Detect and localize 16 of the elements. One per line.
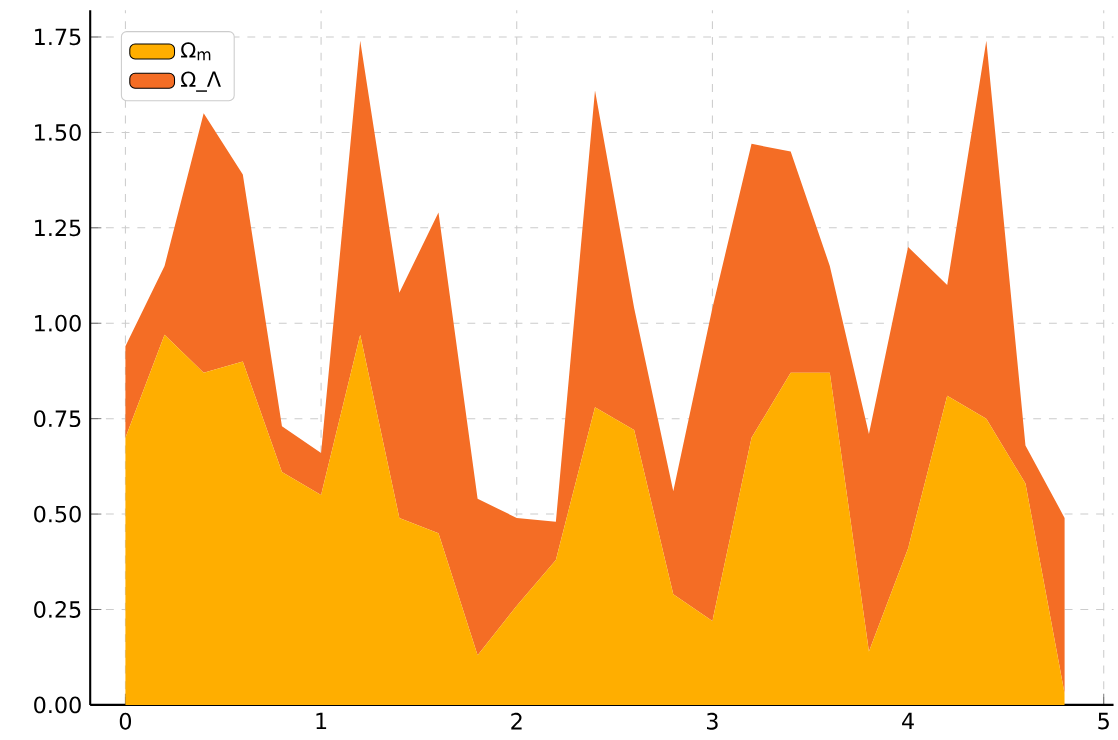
- y-tick-label: 1.00: [35, 314, 81, 332]
- legend-label: Ω$_{m}$: [181, 42, 211, 61]
- x-tick-label: 2: [511, 712, 522, 730]
- legend-label: Ω_Λ: [181, 71, 221, 92]
- x-tick-label: 0: [119, 712, 132, 730]
- y-tick-label: 1.50: [35, 124, 81, 141]
- y-tick-label: 0.00: [34, 696, 81, 714]
- x-tick-label: 4: [902, 712, 914, 730]
- y-tick-label: 1.75: [35, 28, 81, 46]
- x-tick-label: 1: [316, 712, 327, 730]
- y-tick-label: 1.25: [35, 219, 81, 237]
- x-tick-label: 3: [707, 712, 718, 730]
- y-tick-label: 0.25: [34, 601, 81, 618]
- y-tick-label: 0.50: [34, 505, 81, 523]
- y-tick-label: 0.75: [34, 410, 81, 428]
- x-tick-label: 5: [1098, 712, 1109, 730]
